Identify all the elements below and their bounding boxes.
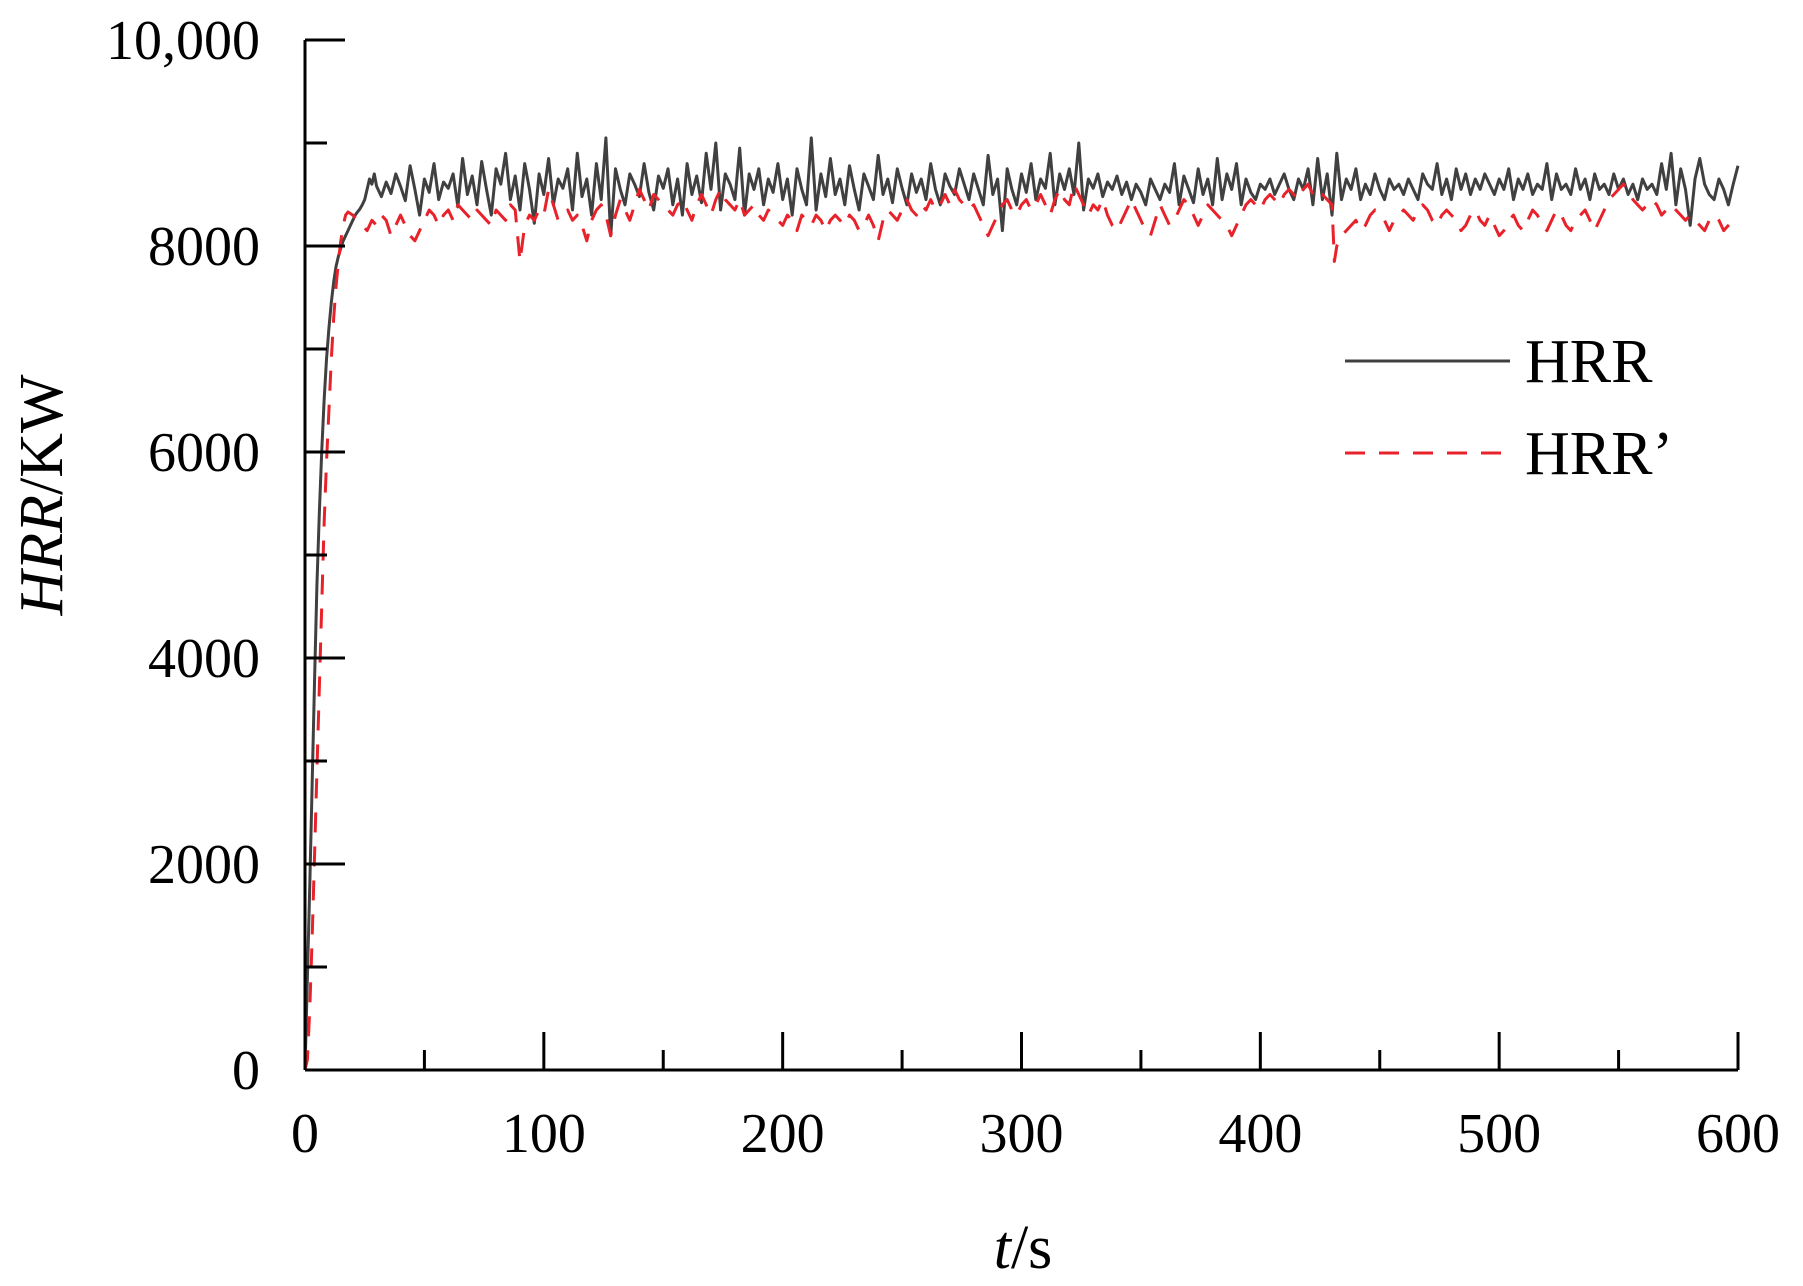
- y-tick-label: 4000: [148, 628, 260, 690]
- x-tick-label: 400: [1218, 1103, 1302, 1165]
- x-tick-label: 500: [1457, 1103, 1541, 1165]
- y-tick-label: 8000: [148, 216, 260, 278]
- plot-area: 0 100 200 300 400 500 600 0 2000 4000 6000 8000 10,…: [106, 10, 1780, 1165]
- x-axis-title: t/s: [994, 1214, 1053, 1282]
- series-line-hrr-prime: [303, 182, 1740, 1071]
- y-axis-title-unit: /KW: [8, 374, 76, 495]
- series-line-hrr: [303, 136, 1740, 1071]
- axes-layer: [303, 40, 1738, 1072]
- x-tick-label: 300: [980, 1103, 1064, 1165]
- y-tick-label: 10,000: [106, 10, 260, 72]
- x-tick-label: 100: [502, 1103, 586, 1165]
- y-axis-title-variable: HRR: [8, 495, 76, 617]
- x-tick-label: 600: [1696, 1103, 1780, 1165]
- x-tick-label: 0: [291, 1103, 319, 1165]
- y-axis-title: HRR/KW: [8, 374, 76, 617]
- y-tick-label: 0: [232, 1040, 260, 1102]
- x-axis-title-variable: t: [994, 1214, 1013, 1282]
- x-axis-title-unit: /s: [1011, 1214, 1052, 1282]
- y-tick-label: 2000: [148, 834, 260, 896]
- legend-label-hrr-prime: HRR’: [1525, 420, 1673, 488]
- legend: HRR HRR’: [1345, 328, 1673, 488]
- y-ticks: 0 2000 4000 6000 8000 10,000: [106, 10, 345, 1102]
- x-ticks: 0 100 200 300 400 500 600: [291, 1032, 1780, 1165]
- x-tick-label: 200: [741, 1103, 825, 1165]
- legend-label-hrr: HRR: [1525, 328, 1653, 396]
- series-layer: [303, 136, 1740, 1071]
- y-tick-label: 6000: [148, 422, 260, 484]
